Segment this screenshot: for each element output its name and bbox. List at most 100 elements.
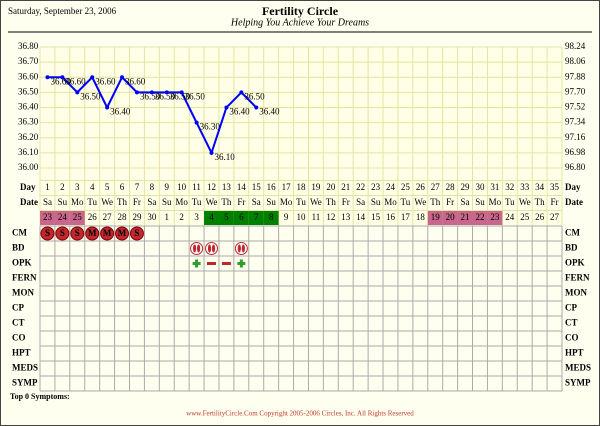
y2-tick-label: 96.98 [565, 147, 586, 157]
y2-tick-label: 98.24 [565, 41, 586, 51]
temperature-label: 36.10 [215, 152, 236, 162]
date-number: 4 [209, 212, 214, 222]
weekday: Mo [71, 197, 84, 207]
date-number: 29 [132, 212, 142, 222]
day-number: 17 [282, 182, 292, 192]
day-number: 31 [490, 182, 499, 192]
temperature-label: 36.60 [65, 76, 86, 86]
weekday: We [206, 197, 218, 207]
day-number: 32 [505, 182, 514, 192]
date-number: 27 [550, 212, 560, 222]
temperature-label: 36.50 [185, 91, 206, 101]
y-tick-label: 36.40 [18, 102, 39, 112]
temperature-point [239, 90, 244, 95]
bd-icon [190, 242, 204, 255]
row-label: BD [12, 243, 25, 253]
row-label: MON [565, 288, 587, 298]
y2-tick-label: 97.16 [565, 132, 586, 142]
day-number: 11 [192, 182, 201, 192]
cm-marker-label: S [134, 228, 139, 238]
weekday: Su [371, 197, 381, 207]
date-number: 2 [179, 212, 184, 222]
weekday: Mo [280, 197, 293, 207]
weekday: Mo [489, 197, 502, 207]
row-label: CO [565, 333, 579, 343]
date-number: 15 [371, 212, 381, 222]
date-highlight [487, 211, 503, 225]
chart-title: Fertility Circle [262, 4, 339, 18]
day-number: 14 [237, 182, 247, 192]
temperature-point [224, 105, 229, 110]
temperature-point [209, 150, 214, 155]
y2-tick-label: 97.34 [565, 117, 586, 127]
date-number: 21 [461, 212, 470, 222]
date-number: 26 [535, 212, 545, 222]
day-number: 4 [90, 182, 95, 192]
date-number: 9 [284, 212, 289, 222]
cm-marker-label: S [45, 228, 50, 238]
row-label: CP [12, 303, 24, 313]
opk-positive [195, 259, 199, 268]
temperature-point [164, 90, 169, 95]
cm-marker [55, 226, 70, 241]
day-number: 33 [520, 182, 530, 192]
day-number: 28 [446, 182, 456, 192]
day-number: 7 [135, 182, 140, 192]
date-highlight [204, 211, 219, 225]
weekday: Mo [175, 197, 188, 207]
date-highlight [427, 211, 443, 225]
date-number: 8 [269, 212, 274, 222]
date-highlight [263, 211, 279, 225]
day-number: 15 [252, 182, 262, 192]
copyright: www.FertilityCircle.Com Copyright 2005-2… [186, 410, 414, 418]
y2-tick-label: 96.80 [565, 162, 586, 172]
weekday: Th [221, 197, 231, 207]
date-label: Date [20, 197, 38, 207]
date-number: 30 [147, 212, 157, 222]
opk-negative [207, 262, 217, 265]
date-highlight [442, 211, 458, 225]
day-number: 22 [356, 182, 365, 192]
date-highlight [54, 211, 70, 225]
cm-marker-label: M [103, 228, 112, 238]
y2-tick-label: 97.52 [565, 102, 585, 112]
weekday: Tu [296, 197, 306, 207]
date-number: 25 [520, 212, 530, 222]
weekday: Su [475, 197, 485, 207]
temperature-label: 36.50 [140, 91, 161, 101]
weekday: Tu [505, 197, 515, 207]
temperature-point [194, 120, 199, 125]
row-label: CT [565, 318, 578, 328]
row-label: SYMP [12, 378, 38, 388]
temperature-point [134, 90, 139, 95]
day-number: 26 [416, 182, 426, 192]
bd-icon [234, 242, 248, 255]
opk-negative [221, 262, 231, 265]
weekday: We [310, 197, 322, 207]
date-number: 13 [341, 212, 351, 222]
cm-marker-label: S [60, 228, 65, 238]
date-number: 16 [386, 212, 396, 222]
day-number: 2 [60, 182, 65, 192]
bd-icon [205, 242, 219, 255]
temperature-label: 36.50 [170, 91, 191, 101]
weekday: Fr [342, 197, 350, 207]
weekday: Th [535, 197, 545, 207]
date-highlight [218, 211, 234, 225]
bd-icon [207, 244, 212, 253]
weekday: Sa [252, 197, 261, 207]
row-label: SYMP [565, 378, 591, 388]
date-number: 24 [505, 212, 515, 222]
day-number: 9 [165, 182, 170, 192]
row-label: HPT [12, 348, 31, 358]
day-number: 25 [401, 182, 411, 192]
day-number: 20 [326, 182, 336, 192]
weekday: Th [430, 197, 440, 207]
weekday: Th [326, 197, 336, 207]
weekday: We [101, 197, 113, 207]
temperature-point [254, 105, 259, 110]
day-number: 27 [431, 182, 441, 192]
temperature-label: 36.50 [244, 91, 265, 101]
temperature-point [90, 75, 95, 80]
row-label: CM [565, 228, 580, 238]
